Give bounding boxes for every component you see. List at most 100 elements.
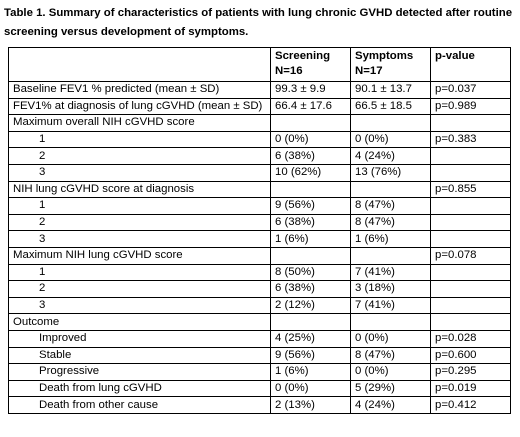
pvalue-cell: p=0.019 — [430, 379, 511, 398]
row-label: 1 — [8, 130, 271, 149]
symptoms-cell: 0 (0%) — [350, 363, 431, 381]
screening-cell: 99.3 ± 9.9 — [270, 81, 351, 99]
pvalue-cell: p=0.989 — [430, 97, 511, 116]
screening-cell: 10 (62%) — [270, 163, 351, 182]
table-caption: Table 1. Summary of characteristics of p… — [4, 7, 513, 38]
pvalue-cell: p=0.412 — [430, 396, 511, 414]
pvalue-cell — [430, 213, 511, 232]
row-label: NIH lung cGVHD score at diagnosis — [8, 180, 271, 199]
pvalue-cell: p=0.383 — [430, 130, 511, 149]
symptoms-cell: 0 (0%) — [350, 329, 431, 348]
table-row: Stable 9 (56%) 8 (47%) p=0.600 — [8, 346, 511, 365]
header-symptoms-label: Symptoms — [355, 50, 414, 62]
header-pvalue-label: p-value — [435, 50, 475, 62]
symptoms-cell: 8 (47%) — [350, 197, 431, 215]
row-label: Death from lung cGVHD — [8, 379, 271, 398]
symptoms-cell: 3 (18%) — [350, 280, 431, 298]
symptoms-cell — [350, 246, 431, 265]
header-pvalue: p-value — [430, 47, 511, 82]
symptoms-cell: 7 (41%) — [350, 263, 431, 282]
pvalue-cell — [430, 280, 511, 298]
symptoms-cell: 90.1 ± 13.7 — [350, 81, 431, 99]
pvalue-cell — [430, 163, 511, 182]
row-label: Baseline FEV1 % predicted (mean ± SD) — [8, 81, 271, 99]
row-label: Improved — [8, 329, 271, 348]
pvalue-cell: p=0.600 — [430, 346, 511, 365]
row-label: Maximum overall NIH cGVHD score — [8, 114, 271, 132]
screening-cell: 6 (38%) — [270, 280, 351, 298]
header-screening: Screening N=16 — [270, 47, 351, 82]
row-label: 3 — [8, 296, 271, 315]
pvalue-cell — [430, 263, 511, 282]
table-row: Death from other cause 2 (13%) 4 (24%) p=0.… — [8, 396, 511, 414]
screening-cell: 9 (56%) — [270, 346, 351, 365]
screening-cell: 6 (38%) — [270, 213, 351, 232]
header-symptoms: Symptoms N=17 — [350, 47, 431, 82]
row-label: 2 — [8, 280, 271, 298]
header-empty-cell — [8, 47, 271, 82]
row-label: Outcome — [8, 313, 271, 331]
table-row: FEV1% at diagnosis of lung cGVHD (mean ±… — [8, 97, 511, 116]
row-label: 2 — [8, 147, 271, 165]
symptoms-cell: 8 (47%) — [350, 213, 431, 232]
symptoms-cell: 1 (6%) — [350, 230, 431, 248]
row-label: Death from other cause — [8, 396, 271, 414]
row-label: 3 — [8, 230, 271, 248]
table-row: Baseline FEV1 % predicted (mean ± SD) 99.… — [8, 81, 511, 99]
table-row: NIH lung cGVHD score at diagnosis p=0.855 — [8, 180, 511, 199]
symptoms-cell: 0 (0%) — [350, 130, 431, 149]
screening-cell: 0 (0%) — [270, 130, 351, 149]
table-row: Improved 4 (25%) 0 (0%) p=0.028 — [8, 329, 511, 348]
table-header-row: Screening N=16 Symptoms N=17 p-value — [8, 47, 511, 82]
row-label: 2 — [8, 213, 271, 232]
row-label: Progressive — [8, 363, 271, 381]
screening-cell: 4 (25%) — [270, 329, 351, 348]
pvalue-cell: p=0.855 — [430, 180, 511, 199]
table-row: Maximum overall NIH cGVHD score — [8, 114, 511, 132]
screening-cell: 2 (12%) — [270, 296, 351, 315]
screening-cell — [270, 114, 351, 132]
screening-cell: 2 (13%) — [270, 396, 351, 414]
header-symptoms-n: N=17 — [355, 65, 383, 77]
row-label: 3 — [8, 163, 271, 182]
symptoms-cell — [350, 313, 431, 331]
pvalue-cell: p=0.037 — [430, 81, 511, 99]
row-label: 1 — [8, 263, 271, 282]
symptoms-cell: 5 (29%) — [350, 379, 431, 398]
symptoms-cell: 13 (76%) — [350, 163, 431, 182]
pvalue-cell — [430, 147, 511, 165]
table-row: Maximum NIH lung cGVHD score p=0.078 — [8, 246, 511, 265]
symptoms-cell: 7 (41%) — [350, 296, 431, 315]
screening-cell: 0 (0%) — [270, 379, 351, 398]
symptoms-cell: 8 (47%) — [350, 346, 431, 365]
table-row: Outcome — [8, 313, 511, 331]
symptoms-cell — [350, 114, 431, 132]
screening-cell: 66.4 ± 17.6 — [270, 97, 351, 116]
screening-cell: 9 (56%) — [270, 197, 351, 215]
symptoms-cell: 66.5 ± 18.5 — [350, 97, 431, 116]
symptoms-cell: 4 (24%) — [350, 396, 431, 414]
screening-cell: 1 (6%) — [270, 230, 351, 248]
screening-cell: 8 (50%) — [270, 263, 351, 282]
table-row: Progressive 1 (6%) 0 (0%) p=0.295 — [8, 363, 511, 381]
screening-cell — [270, 246, 351, 265]
pvalue-cell — [430, 230, 511, 248]
table-row: 3 10 (62%) 13 (76%) — [8, 163, 511, 182]
pvalue-cell — [430, 114, 511, 132]
row-label: Stable — [8, 346, 271, 365]
pvalue-cell: p=0.028 — [430, 329, 511, 348]
pvalue-cell: p=0.295 — [430, 363, 511, 381]
symptoms-cell — [350, 180, 431, 199]
row-label: 1 — [8, 197, 271, 215]
header-screening-n: N=16 — [275, 65, 303, 77]
pvalue-cell: p=0.078 — [430, 246, 511, 265]
table-row: Death from lung cGVHD 0 (0%) 5 (29%) p=0.01… — [8, 379, 511, 398]
screening-cell — [270, 313, 351, 331]
screening-cell: 6 (38%) — [270, 147, 351, 165]
